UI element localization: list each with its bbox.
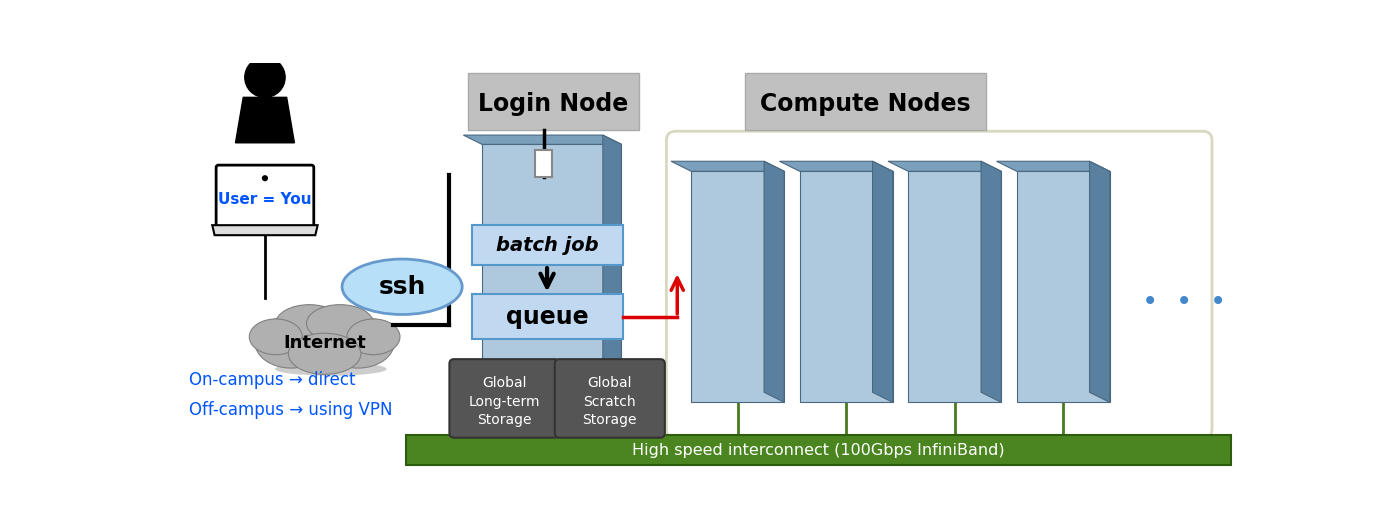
Text: Login Node: Login Node [477, 92, 629, 116]
Polygon shape [691, 171, 784, 402]
Polygon shape [908, 171, 1001, 402]
Ellipse shape [276, 305, 343, 342]
Text: On-campus → direct
Off-campus → using VPN: On-campus → direct Off-campus → using VP… [189, 371, 393, 418]
Ellipse shape [347, 319, 400, 354]
Polygon shape [780, 161, 892, 171]
Polygon shape [1090, 161, 1109, 402]
Polygon shape [212, 225, 318, 235]
Ellipse shape [289, 333, 361, 375]
Circle shape [244, 57, 285, 97]
FancyBboxPatch shape [472, 295, 623, 339]
FancyBboxPatch shape [536, 150, 552, 177]
FancyBboxPatch shape [745, 72, 985, 131]
Polygon shape [888, 161, 1001, 171]
Polygon shape [464, 135, 622, 144]
FancyBboxPatch shape [472, 225, 623, 265]
FancyBboxPatch shape [407, 435, 1231, 466]
Polygon shape [670, 161, 784, 171]
Text: Global
Long-term
Storage: Global Long-term Storage [469, 376, 540, 427]
FancyBboxPatch shape [217, 165, 314, 227]
FancyBboxPatch shape [468, 72, 638, 131]
Text: High speed interconnect (100Gbps InfiniBand): High speed interconnect (100Gbps InfiniB… [633, 443, 1005, 458]
Ellipse shape [341, 259, 462, 315]
Ellipse shape [275, 362, 387, 376]
Text: •  •  •: • • • [1142, 288, 1227, 316]
FancyBboxPatch shape [555, 359, 665, 437]
Text: queue: queue [507, 305, 589, 329]
Ellipse shape [322, 316, 394, 368]
Polygon shape [236, 97, 294, 143]
Polygon shape [602, 135, 622, 391]
Ellipse shape [255, 316, 328, 368]
Text: Global
Scratch
Storage: Global Scratch Storage [583, 376, 637, 427]
Ellipse shape [250, 319, 303, 354]
Text: ssh: ssh [379, 275, 426, 299]
Polygon shape [482, 144, 622, 391]
Circle shape [262, 175, 268, 181]
Text: Internet: Internet [283, 334, 366, 352]
Polygon shape [1016, 171, 1109, 402]
Ellipse shape [307, 305, 373, 342]
Ellipse shape [278, 306, 372, 367]
Text: batch job: batch job [496, 236, 598, 254]
Polygon shape [873, 161, 892, 402]
Text: Compute Nodes: Compute Nodes [761, 92, 970, 116]
FancyBboxPatch shape [450, 359, 559, 437]
Polygon shape [981, 161, 1001, 402]
Text: User = You: User = You [218, 191, 312, 206]
Polygon shape [763, 161, 784, 402]
Polygon shape [997, 161, 1109, 171]
Polygon shape [799, 171, 892, 402]
